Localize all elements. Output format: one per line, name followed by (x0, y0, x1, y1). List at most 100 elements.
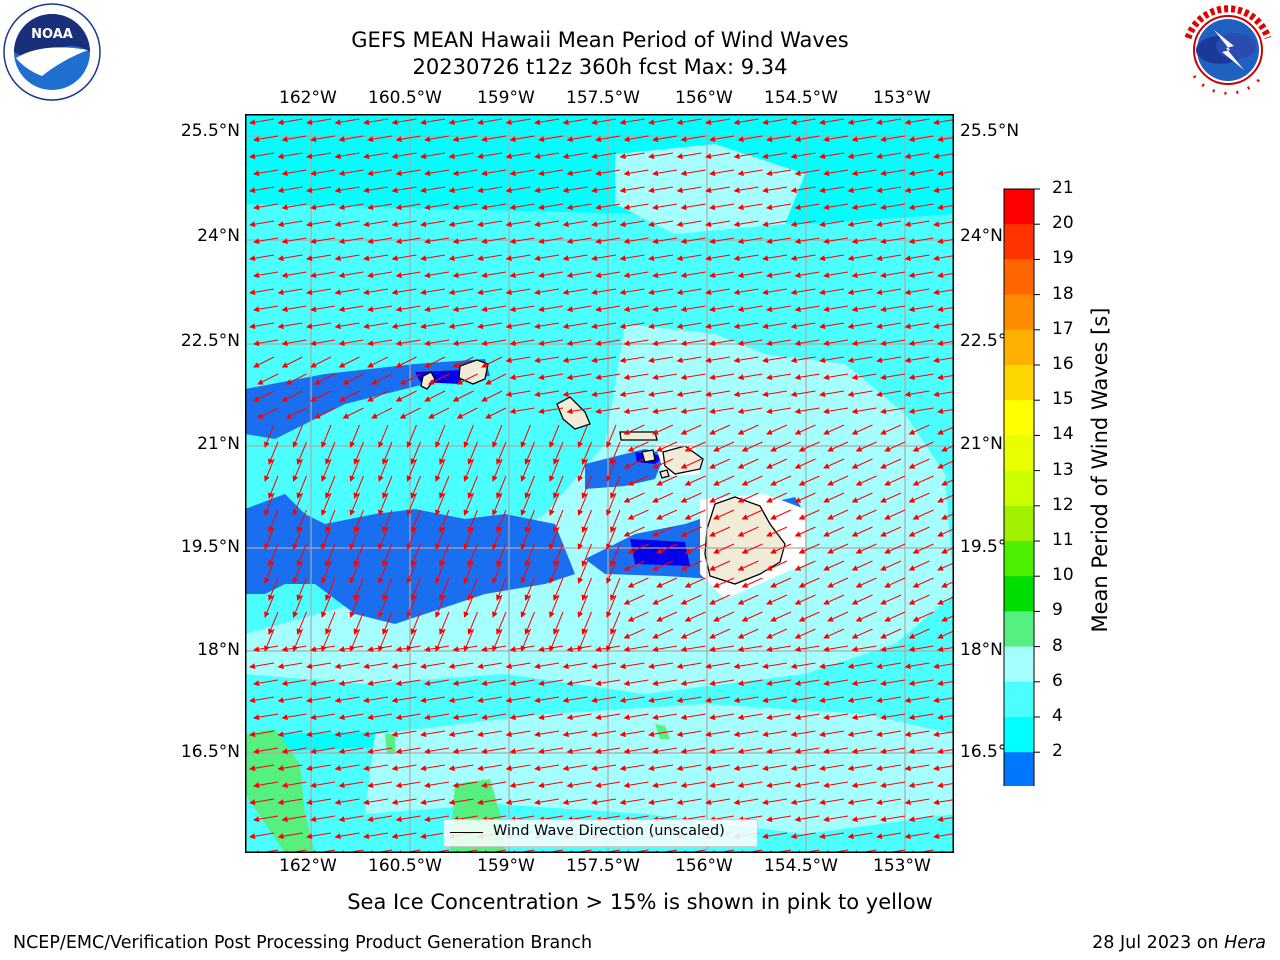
wind-wave-arrow (306, 152, 332, 160)
wind-wave-arrow (941, 445, 954, 452)
wind-wave-arrow (933, 799, 954, 806)
wind-wave-arrow (855, 475, 877, 486)
wind-wave-arrow (709, 645, 735, 653)
wind-wave-arrow (847, 322, 873, 330)
wind-wave-arrow (249, 764, 275, 772)
wind-wave-arrow (452, 747, 478, 755)
wind-wave-arrow (762, 254, 788, 262)
wind-wave-arrow (705, 390, 731, 398)
wind-wave-arrow (937, 714, 954, 721)
wind-wave-arrow (325, 577, 336, 601)
wind-wave-arrow (823, 781, 849, 789)
wind-wave-arrow (766, 815, 792, 823)
wind-wave-arrow (606, 458, 617, 482)
wind-wave-arrow (823, 747, 849, 755)
wind-wave-arrow (395, 339, 421, 347)
wind-wave-arrow (713, 475, 735, 486)
wind-wave-arrow (705, 764, 731, 772)
wind-wave-arrow (851, 203, 877, 211)
wind-wave-arrow (509, 305, 535, 313)
wind-wave-arrow (766, 747, 792, 755)
wind-wave-arrow (737, 203, 763, 211)
lon-tick-top-6: 154.5°W (764, 88, 838, 108)
wind-wave-arrow (684, 509, 706, 520)
colorbar-tick-label: 15 (1052, 389, 1074, 410)
wind-wave-arrow (277, 764, 303, 772)
wind-wave-arrow (420, 662, 446, 670)
wind-wave-arrow (577, 458, 588, 482)
wind-wave-arrow (566, 747, 592, 755)
colorbar-frame (1003, 188, 1035, 786)
wind-wave-arrow (855, 611, 877, 622)
wind-wave-arrow (435, 458, 446, 482)
wind-wave-arrow (937, 596, 954, 605)
wind-wave-arrow (367, 390, 389, 402)
wind-wave-arrow (281, 390, 303, 402)
wind-wave-arrow (296, 543, 307, 567)
wind-wave-arrow (652, 679, 678, 687)
wind-wave-arrow (937, 408, 954, 415)
wind-wave-arrow (420, 696, 446, 704)
wind-wave-arrow (762, 186, 788, 194)
colorbar-segment (1004, 365, 1034, 401)
wind-wave-arrow (310, 713, 336, 721)
wind-wave-arrow (794, 594, 816, 605)
wind-wave-arrow (737, 237, 763, 245)
wind-wave-arrow (798, 577, 820, 588)
wind-wave-arrow (410, 577, 421, 601)
wind-wave-arrow (766, 560, 788, 571)
wind-wave-arrow (908, 458, 930, 469)
wind-wave-arrow (794, 645, 820, 653)
wind-wave-arrow (553, 475, 564, 499)
wind-wave-arrow (595, 135, 621, 143)
wind-wave-arrow (876, 356, 902, 364)
wind-wave-arrow (382, 577, 393, 601)
wind-wave-arrow (610, 509, 621, 533)
wind-wave-arrow (424, 135, 450, 143)
colorbar-segment (1004, 541, 1034, 577)
wind-wave-arrow (463, 424, 474, 448)
wind-wave-arrow (435, 594, 446, 618)
wind-wave-arrow (798, 543, 820, 554)
wind-wave-arrow (281, 271, 307, 279)
wind-wave-arrow (851, 237, 877, 245)
wind-wave-arrow (623, 424, 645, 435)
wind-wave-arrow (680, 526, 702, 537)
wind-wave-arrow (292, 560, 303, 584)
wind-wave-arrow (623, 679, 649, 687)
wind-wave-arrow (794, 560, 816, 571)
wind-wave-arrow (395, 271, 421, 279)
wind-wave-arrow (709, 713, 735, 721)
wind-wave-arrow (623, 169, 649, 177)
wind-wave-arrow (790, 356, 816, 364)
colorbar-tick-label: 16 (1052, 354, 1074, 374)
wind-wave-arrow (623, 203, 649, 211)
wind-wave-arrow (492, 628, 503, 652)
wind-wave-arrow (577, 526, 588, 550)
wind-wave-arrow (794, 135, 820, 143)
wind-wave-arrow (382, 475, 393, 499)
wind-wave-arrow (766, 492, 788, 503)
wind-wave-arrow (595, 339, 621, 347)
wind-wave-arrow (477, 730, 503, 738)
wind-wave-arrow (406, 424, 417, 448)
wind-wave-arrow (823, 135, 849, 143)
wind-wave-arrow (591, 696, 617, 704)
wind-wave-arrow (591, 662, 617, 670)
wind-wave-arrow (249, 662, 275, 670)
wind-wave-arrow (456, 407, 478, 419)
wind-wave-arrow (538, 135, 564, 143)
wind-wave-arrow (562, 764, 588, 772)
wind-wave-arrow (595, 271, 621, 279)
wind-wave-arrow (264, 424, 275, 448)
wind-wave-arrow (292, 526, 303, 550)
wind-wave-arrow (684, 577, 706, 588)
wind-wave-arrow (264, 594, 275, 618)
wind-wave-arrow (680, 560, 702, 571)
wind-wave-arrow (652, 339, 678, 347)
wind-wave-arrow (876, 798, 902, 806)
wind-wave-arrow (310, 356, 332, 368)
wind-wave-arrow (435, 628, 446, 652)
wind-wave-arrow (648, 356, 674, 364)
wind-wave-arrow (676, 730, 702, 738)
